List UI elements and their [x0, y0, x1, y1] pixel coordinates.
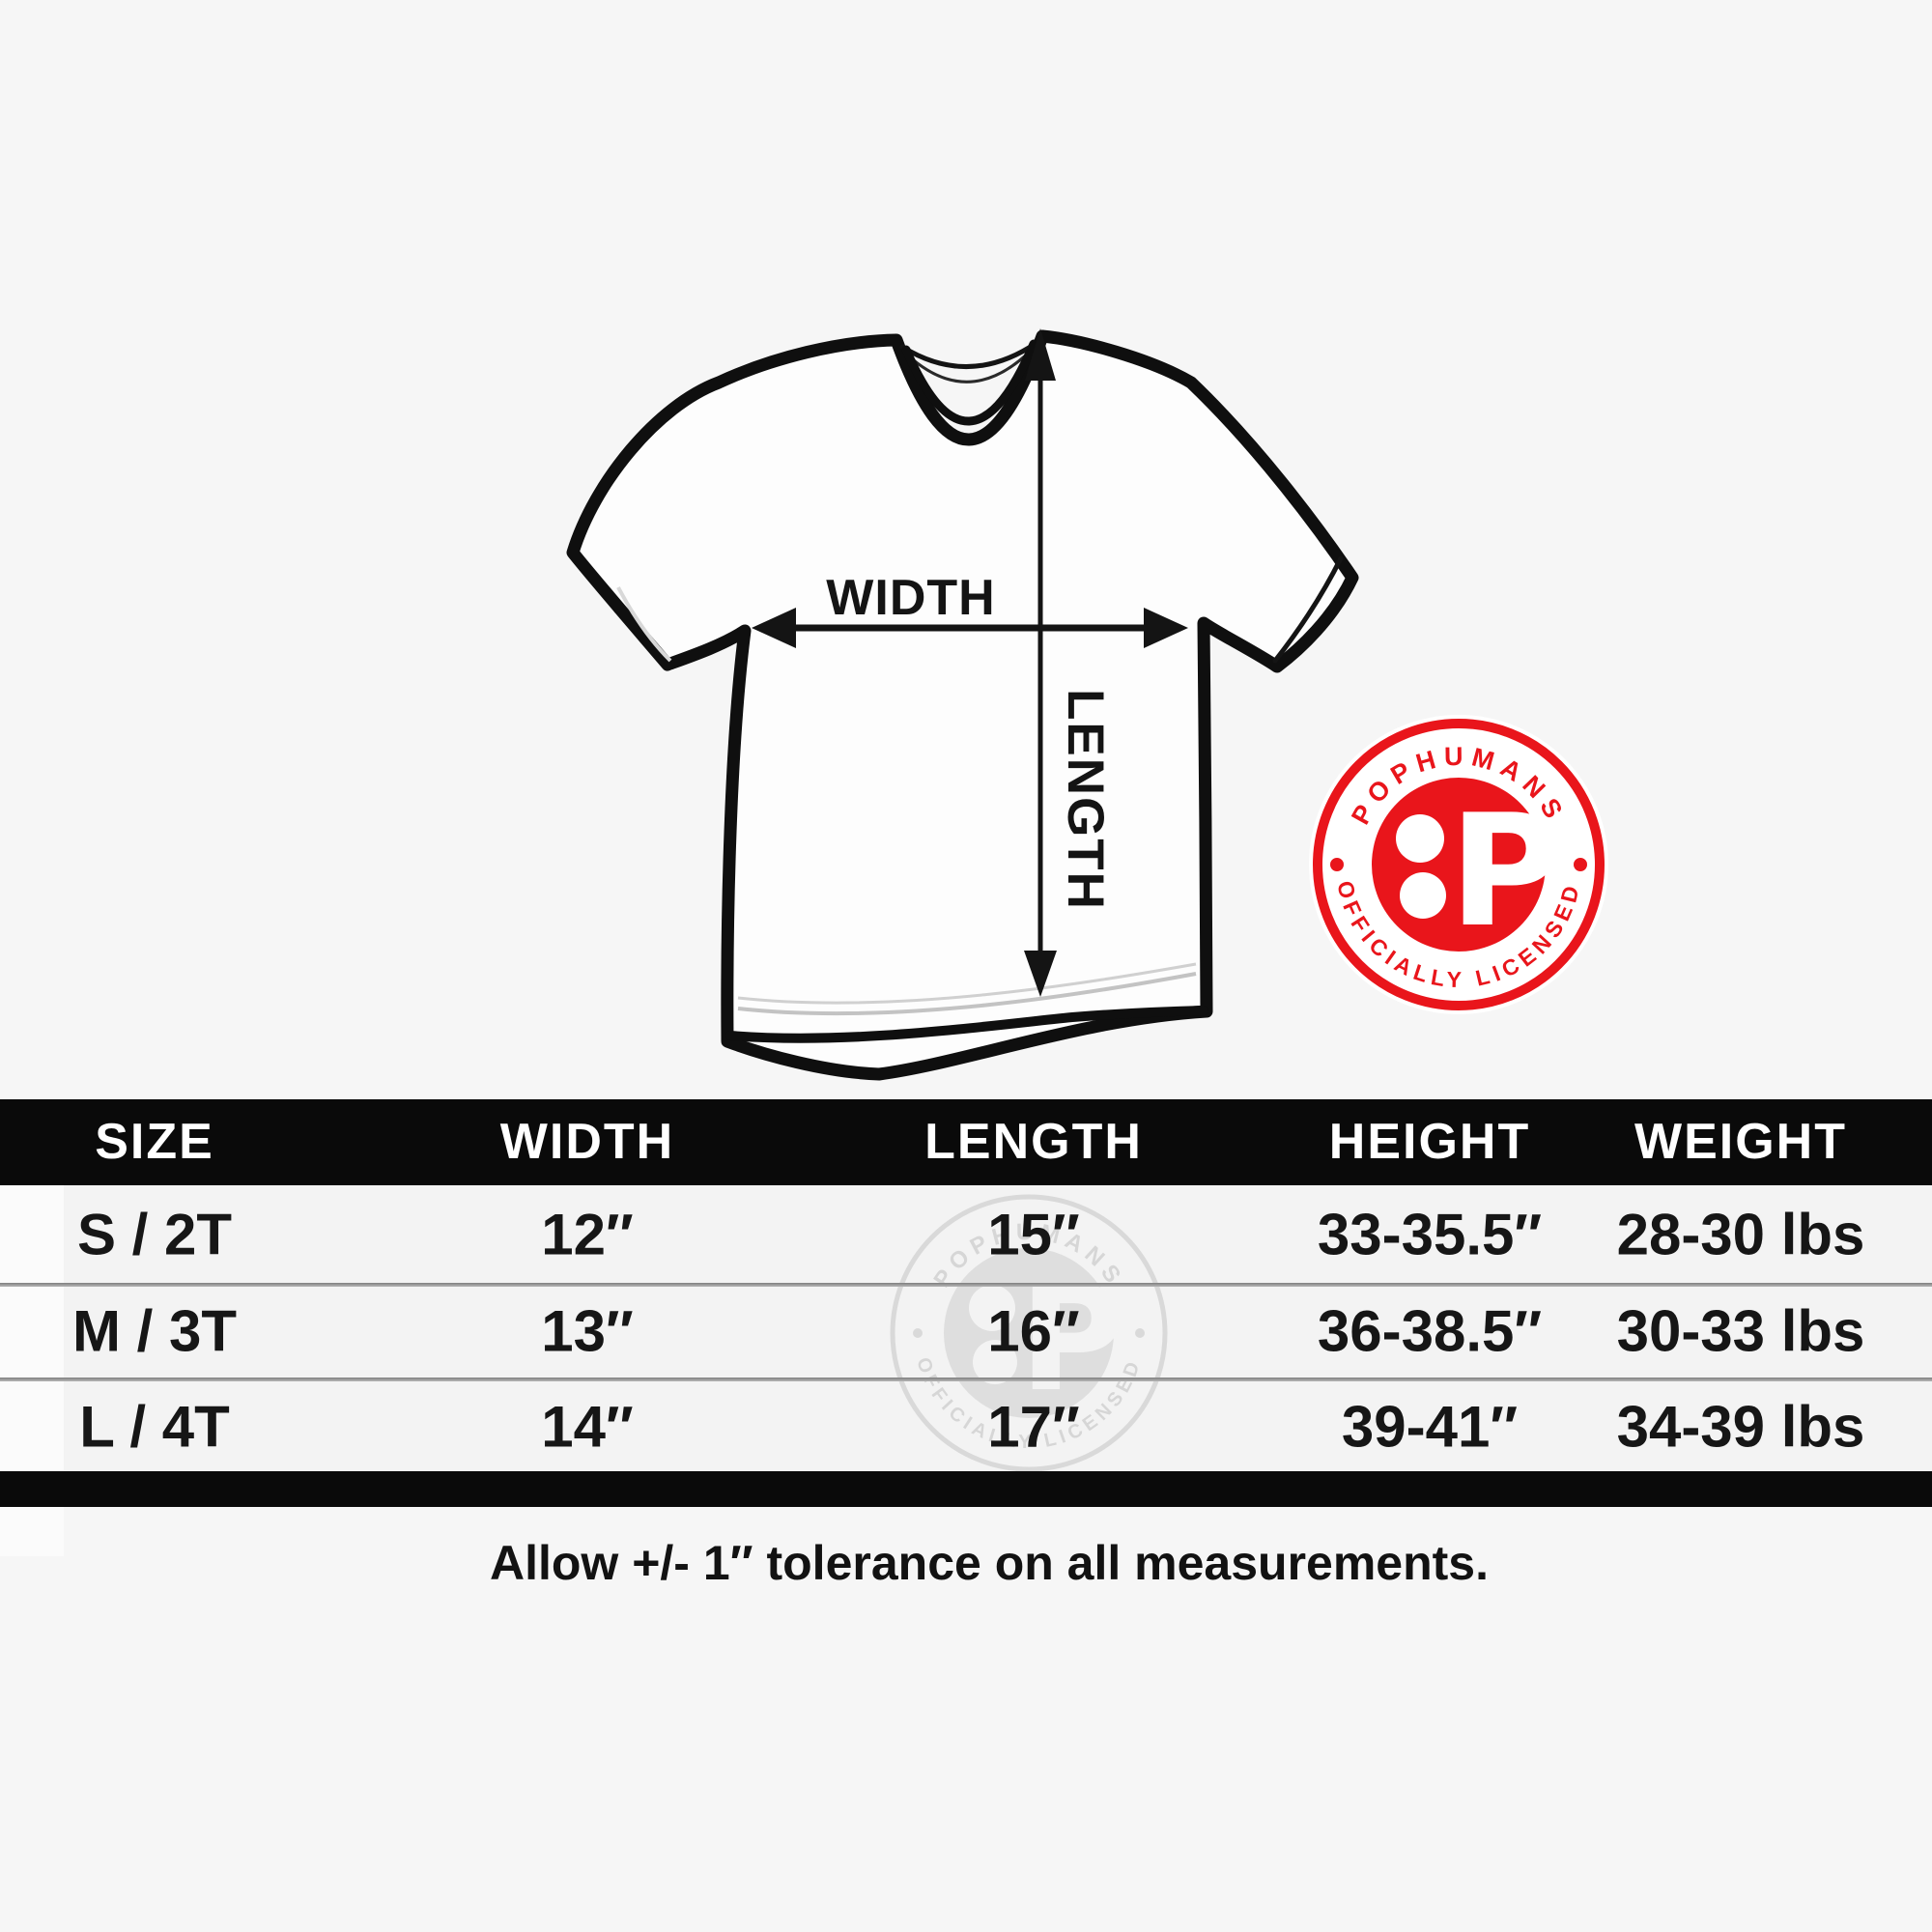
hem-front-edge [725, 1006, 1208, 1043]
header-weight: WEIGHT [1634, 1114, 1847, 1170]
badge-monogram: P [1449, 781, 1562, 961]
row3-height: 39-41″ [1341, 1394, 1519, 1460]
collar-back-line [899, 340, 1039, 370]
right-cuff-fold-line [1272, 555, 1344, 664]
collar-back-line-2 [905, 348, 1034, 384]
row1-weight: 28-30 lbs [1616, 1202, 1865, 1267]
row2-size: M / 3T [71, 1298, 238, 1364]
width-measure-arrow [752, 608, 1188, 648]
row3-width: 14″ [541, 1394, 634, 1460]
header-height: HEIGHT [1328, 1114, 1531, 1170]
header-length: LENGTH [924, 1114, 1143, 1170]
row1-length: 15″ [987, 1202, 1080, 1267]
row1-height: 33-35.5″ [1317, 1202, 1543, 1267]
left-cuff-shadow-line [616, 586, 672, 663]
width-arrowhead-left-icon [752, 608, 796, 648]
hem-stitch-line-1 [737, 972, 1197, 1016]
row2-length: 16″ [987, 1298, 1080, 1364]
width-label: WIDTH [826, 570, 995, 626]
header-size: SIZE [95, 1114, 214, 1170]
length-measure-arrow [1024, 328, 1057, 997]
collar-rib-line [901, 339, 1038, 426]
row2-width: 13″ [541, 1298, 634, 1364]
badge-outer-ring [1313, 719, 1605, 1010]
watermark-colon-bottom-icon [973, 1340, 1017, 1384]
table-bottom-bar [0, 1471, 1932, 1507]
badge-colon-bottom-icon [1400, 872, 1446, 919]
row2-height: 36-38.5″ [1317, 1298, 1543, 1364]
hem-stitch-line-2 [737, 962, 1197, 1005]
length-label: LENGTH [1057, 689, 1114, 911]
watermark-outer-ring [890, 1194, 1168, 1472]
header-width: WIDTH [499, 1114, 675, 1170]
watermark-left-dot-icon [913, 1328, 923, 1338]
row2-weight: 30-33 lbs [1616, 1298, 1865, 1364]
watermark-right-dot-icon [1135, 1328, 1145, 1338]
row-separator-2 [0, 1378, 1932, 1381]
tshirt-illustration [566, 329, 1359, 1081]
row3-length: 17″ [987, 1394, 1080, 1460]
tolerance-footnote: Allow +/- 1″ tolerance on all measuremen… [489, 1536, 1490, 1590]
length-arrowhead-bottom-icon [1024, 951, 1057, 997]
badge-right-dot-icon [1574, 858, 1587, 871]
row-separator-1 [0, 1283, 1932, 1287]
badge-colon-top-icon [1396, 814, 1444, 863]
pophumans-badge: P POPHUMANS OFFICIALLY LICENSED [1309, 715, 1608, 1014]
width-arrowhead-right-icon [1144, 608, 1188, 648]
table-header-bar [0, 1099, 1932, 1185]
badge-left-dot-icon [1330, 858, 1344, 871]
watermark-colon-top-icon [969, 1285, 1015, 1331]
length-arrowhead-top-icon [1025, 328, 1056, 381]
row1-size: S / 2T [76, 1202, 233, 1267]
row3-size: L / 4T [79, 1394, 230, 1460]
tshirt-outline [566, 329, 1359, 1081]
row3-weight: 34-39 lbs [1616, 1394, 1865, 1460]
row1-width: 12″ [541, 1202, 634, 1267]
